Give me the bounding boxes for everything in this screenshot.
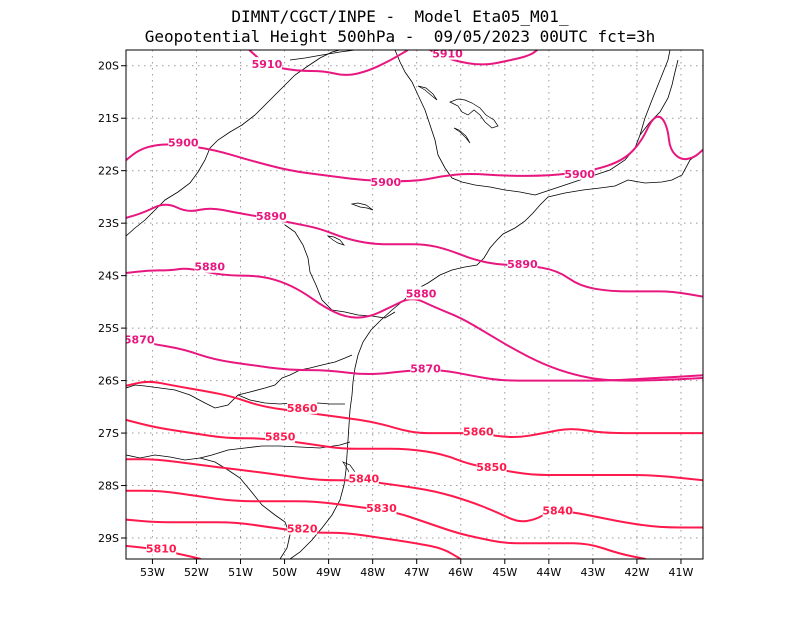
plot-frame — [125, 49, 704, 560]
contour-label-bg — [287, 521, 318, 535]
contour-label: 5860 — [287, 402, 318, 415]
contour-5890 — [126, 203, 703, 298]
border-sp-pr — [284, 224, 396, 319]
contour-label-bg — [476, 460, 507, 474]
reservoir-2 — [417, 85, 438, 101]
border-ms-sp — [126, 50, 341, 237]
tick-label-lat: 20S — [98, 60, 119, 73]
reservoirs — [326, 85, 499, 479]
contour-lines: 5910 5910 5900 5900 5900 5890 5890 5880 5880 5870… — [124, 48, 703, 559]
tick-label-lat: 28S — [98, 480, 119, 493]
tick-label-lon: 44W — [536, 566, 561, 579]
contour-label-bg — [256, 208, 287, 222]
tick-label-lon: 45W — [492, 566, 517, 579]
border-west — [126, 377, 283, 409]
contour-label: 5850 — [265, 431, 296, 444]
tick-label-lon: 41W — [669, 566, 694, 579]
tick-label-lon: 50W — [272, 566, 297, 579]
contour-label: 5850 — [476, 461, 507, 474]
contour-label-bg — [348, 471, 379, 485]
tick-label-lat: 24S — [98, 270, 119, 283]
contour-label-bg — [126, 332, 155, 346]
contour-label: 5890 — [256, 210, 287, 223]
border-parana — [281, 354, 353, 379]
contour-label-bg — [463, 424, 494, 438]
coastline-south — [289, 149, 703, 559]
tick-label-lat: 26S — [98, 375, 119, 388]
contour-5900 — [126, 115, 703, 183]
contour-label: 5870 — [124, 334, 155, 347]
tick-label-lat: 21S — [98, 112, 119, 125]
contour-label-bg — [168, 135, 199, 149]
tick-label-lon: 47W — [404, 566, 429, 579]
reservoir-1 — [449, 98, 499, 129]
contour-label-bg — [366, 501, 397, 515]
tick-label-lat: 25S — [98, 322, 119, 335]
title-line-1: DIMNT/CGCT/INPE - Model Eta05_M01_ — [231, 7, 569, 26]
contour-5880 — [126, 267, 703, 382]
tick-label-lat: 29S — [98, 532, 119, 545]
contour-label-bg — [507, 257, 538, 271]
coastline — [126, 50, 703, 559]
tick-label-lon: 51W — [228, 566, 253, 579]
reservoir-3 — [453, 127, 471, 144]
tick-label-lon: 43W — [580, 566, 605, 579]
contour-label-bg — [146, 541, 177, 555]
tick-label-lon: 48W — [360, 566, 385, 579]
reservoir-4 — [350, 202, 374, 211]
tick-label-lon: 46W — [448, 566, 473, 579]
tick-label-lon: 42W — [624, 566, 649, 579]
contour-5850 — [126, 418, 703, 482]
contour-label: 5880 — [406, 287, 437, 300]
title-line-2: Geopotential Height 500hPa - 09/05/2023 … — [144, 27, 656, 46]
contour-label: 5810 — [146, 543, 177, 556]
contour-label: 5900 — [371, 176, 402, 189]
contour-label-bg — [564, 166, 595, 180]
tick-label-lat: 22S — [98, 165, 119, 178]
contour-label: 5900 — [168, 136, 199, 149]
contour-label: 5820 — [287, 523, 318, 536]
tick-label-lat: 27S — [98, 427, 119, 440]
contour-5870 — [126, 337, 703, 382]
contour-label: 5910 — [432, 48, 463, 61]
contour-label-bg — [265, 429, 296, 443]
border-ms-mg — [289, 50, 356, 61]
contour-5860 — [126, 380, 703, 438]
contour-label: 5890 — [507, 258, 538, 271]
tick-label-lat: 23S — [98, 217, 119, 230]
contour-label: 5840 — [542, 505, 573, 518]
contour-label-bg — [432, 50, 463, 60]
contour-label: 5880 — [194, 261, 225, 274]
contour-label: 5900 — [564, 168, 595, 181]
contour-label-bg — [542, 503, 573, 517]
contour-5830 — [126, 489, 646, 559]
contour-label: 5860 — [463, 425, 494, 438]
contour-label-bg — [251, 57, 282, 71]
border-rs-north — [199, 441, 351, 459]
reservoir-5 — [326, 235, 346, 246]
contour-label: 5840 — [349, 473, 380, 486]
contour-label: 5910 — [252, 58, 283, 71]
contour-label-bg — [370, 175, 401, 189]
contour-label: 5870 — [410, 363, 441, 376]
axis-ticks: 53W 52W 51W 50W 49W 48W 47W 46W 45W 44W 43W 42W 41W 2… — [98, 60, 694, 579]
contour-label-bg — [410, 361, 441, 375]
contour-5840 — [126, 458, 703, 529]
contour-label-bg — [406, 286, 437, 300]
border-sp-mg — [394, 50, 536, 196]
tick-label-lon: 53W — [140, 566, 165, 579]
border-mg-es — [639, 59, 679, 136]
contour-label-bg — [287, 400, 318, 414]
tick-label-lon: 52W — [184, 566, 209, 579]
contour-label: 5830 — [366, 502, 397, 515]
gridlines — [126, 50, 703, 559]
tick-label-lon: 49W — [316, 566, 341, 579]
contour-label-bg — [194, 259, 225, 273]
